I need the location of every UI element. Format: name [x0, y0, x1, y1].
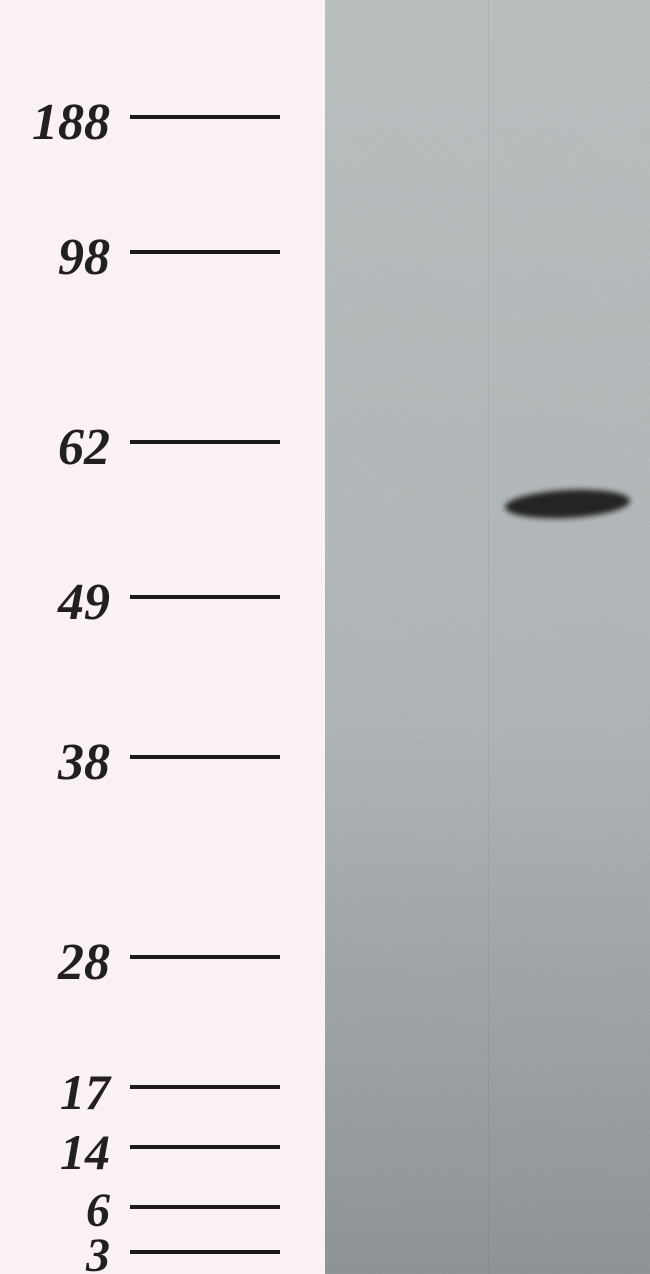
- mw-label: 28: [58, 937, 110, 989]
- mw-tick: [130, 1205, 280, 1209]
- mw-label: 6: [86, 1187, 110, 1235]
- mw-tick: [130, 1085, 280, 1089]
- mw-tick: [130, 1250, 280, 1254]
- mw-label: 17: [60, 1067, 110, 1117]
- mw-label: 62: [58, 422, 110, 474]
- mw-tick: [130, 955, 280, 959]
- mw-label: 188: [32, 97, 110, 149]
- mw-label: 14: [60, 1127, 110, 1177]
- mw-label: 38: [58, 737, 110, 789]
- mw-tick: [130, 250, 280, 254]
- mw-label: 98: [58, 232, 110, 284]
- western-blot-figure: 188 98 62 49 38 28 17 14 63: [0, 0, 650, 1274]
- blot-membrane: [325, 0, 650, 1274]
- mw-tick: [130, 755, 280, 759]
- mw-tick: [130, 440, 280, 444]
- mw-tick: [130, 595, 280, 599]
- mw-tick: [130, 115, 280, 119]
- mw-tick: [130, 1145, 280, 1149]
- mw-label: 49: [58, 577, 110, 629]
- mw-label: 3: [86, 1232, 110, 1274]
- membrane-texture: [325, 0, 650, 1274]
